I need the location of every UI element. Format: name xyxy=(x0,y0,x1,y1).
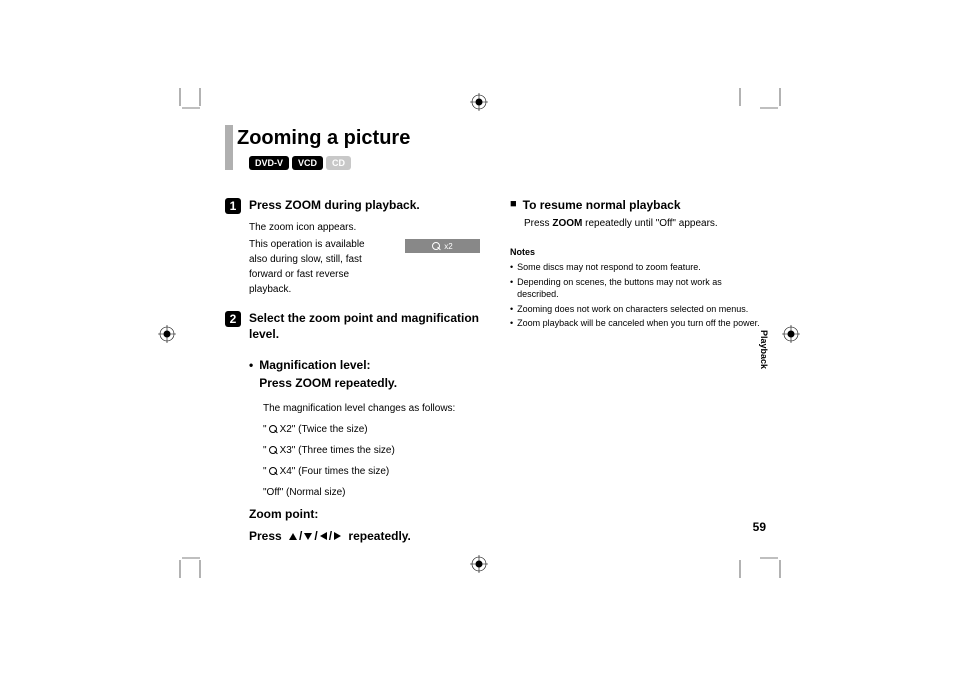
magnify-icon xyxy=(269,446,278,455)
resume-head: ■ To resume normal playback xyxy=(510,198,765,212)
mag-head-line1: Magnification level: xyxy=(259,358,370,372)
page-number: 59 xyxy=(753,520,766,534)
mag-level-off: "Off" (Normal size) xyxy=(263,486,480,499)
arrow-right-icon xyxy=(334,532,341,540)
magnification-section: • Magnification level: Press ZOOM repeat… xyxy=(249,356,480,499)
magnify-icon xyxy=(269,467,278,476)
left-column: 1 Press ZOOM during playback. The zoom i… xyxy=(225,198,480,543)
title-bar: Zooming a picture DVD-V VCD CD xyxy=(225,125,765,170)
columns: 1 Press ZOOM during playback. The zoom i… xyxy=(225,198,765,543)
page-content: Zooming a picture DVD-V VCD CD 1 Press Z… xyxy=(225,125,765,543)
badge-cd: CD xyxy=(326,156,351,170)
bullet-icon: • xyxy=(249,356,253,392)
step-1-body: This operation is available also during … xyxy=(249,237,480,297)
title-block: Zooming a picture DVD-V VCD CD xyxy=(237,125,410,170)
mag-head-line2: Press ZOOM repeatedly. xyxy=(259,376,397,390)
magnify-icon xyxy=(432,242,441,251)
zoom-indicator-text: x2 xyxy=(444,242,452,251)
step-1-title: Press ZOOM during playback. xyxy=(249,198,420,214)
note-4: •Zoom playback will be canceled when you… xyxy=(510,317,765,330)
mag-intro: The magnification level changes as follo… xyxy=(263,402,480,415)
badge-vcd: VCD xyxy=(292,156,323,170)
press-arrows: Press / / / repeatedly. xyxy=(249,529,480,543)
step-1: 1 Press ZOOM during playback. xyxy=(225,198,480,214)
mag-level-head: • Magnification level: Press ZOOM repeat… xyxy=(249,356,480,392)
page-title: Zooming a picture xyxy=(237,125,410,158)
mag-level-x2: " X2" (Twice the size) xyxy=(263,423,480,436)
side-tab: Playback xyxy=(759,330,769,369)
repeatedly-label: repeatedly. xyxy=(348,529,410,543)
step-number-2: 2 xyxy=(225,311,241,327)
zoom-indicator: x2 xyxy=(405,239,480,253)
right-column: ■ To resume normal playback Press ZOOM r… xyxy=(510,198,765,543)
note-2: •Depending on scenes, the buttons may no… xyxy=(510,276,765,301)
step-1-line1: The zoom icon appears. xyxy=(249,220,480,235)
mag-list: The magnification level changes as follo… xyxy=(263,402,480,499)
mag-head-text: Magnification level: Press ZOOM repeated… xyxy=(259,356,397,392)
step-2: 2 Select the zoom point and magnificatio… xyxy=(225,311,480,342)
mag-level-x3: " X3" (Three times the size) xyxy=(263,444,480,457)
press-label: Press xyxy=(249,529,282,543)
title-accent xyxy=(225,125,233,170)
arrow-left-icon xyxy=(320,532,327,540)
zoom-point-head: Zoom point: xyxy=(249,507,480,521)
badges: DVD-V VCD CD xyxy=(249,156,410,170)
note-3: •Zooming does not work on characters sel… xyxy=(510,303,765,316)
step-2-title: Select the zoom point and magnification … xyxy=(249,311,480,342)
step-1-line2: This operation is available also during … xyxy=(249,237,385,297)
magnify-icon xyxy=(269,425,278,434)
mag-level-x4: " X4" (Four times the size) xyxy=(263,465,480,478)
step-number-1: 1 xyxy=(225,198,241,214)
resume-body: Press ZOOM repeatedly until "Off" appear… xyxy=(524,218,765,229)
arrow-down-icon xyxy=(304,533,312,540)
notes-head: Notes xyxy=(510,247,765,257)
note-1: •Some discs may not respond to zoom feat… xyxy=(510,261,765,274)
square-icon: ■ xyxy=(510,198,517,212)
resume-head-text: To resume normal playback xyxy=(523,198,681,212)
arrow-up-icon xyxy=(289,533,297,540)
badge-dvdv: DVD-V xyxy=(249,156,289,170)
